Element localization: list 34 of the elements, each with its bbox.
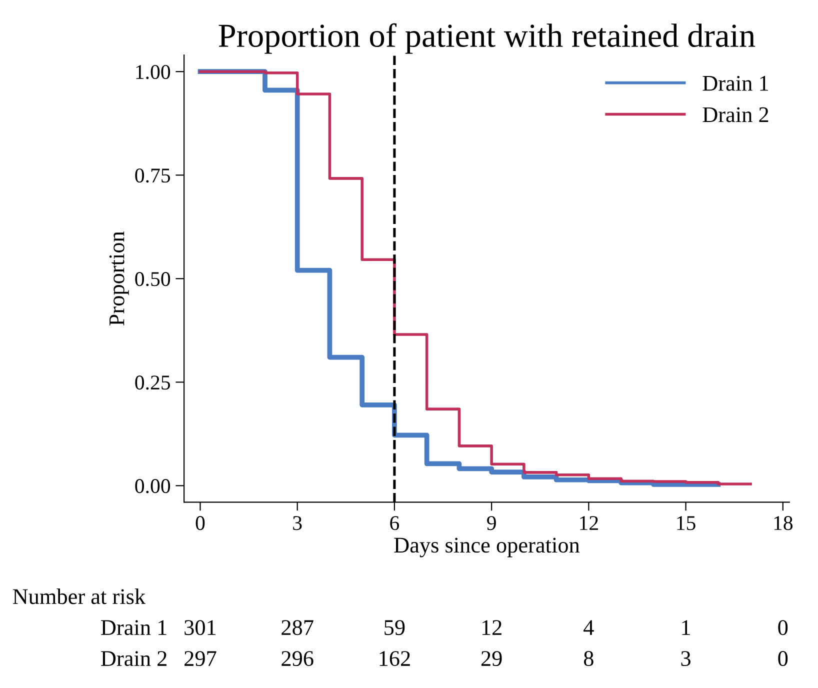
legend-label: Drain 2	[702, 107, 768, 122]
text: 296	[282, 651, 314, 666]
text: Number at risk	[12, 588, 146, 604]
text: 59	[384, 620, 405, 636]
text: 1	[682, 620, 690, 635]
x-tick-label: 18	[774, 516, 793, 530]
text: 12	[482, 620, 502, 635]
x-tick-label: 6	[390, 516, 400, 530]
legend-label: Drain 1	[702, 76, 768, 91]
text: 4	[584, 620, 594, 635]
x-tick-label: 12	[580, 516, 598, 530]
text: 3	[681, 651, 690, 666]
text: 162	[380, 651, 410, 666]
chart-title: Proportion of patient with retained drain	[218, 23, 756, 54]
x-tick-label: 3	[293, 516, 302, 530]
y-tick-label: 1.00	[136, 64, 170, 80]
text: 0	[778, 651, 788, 666]
y-tick-label: 0.75	[135, 168, 170, 183]
text: 297	[184, 651, 216, 666]
x-axis-title: Days since operation	[394, 538, 580, 558]
x-tick-label: 9	[487, 516, 496, 530]
text: 301	[184, 620, 216, 636]
x-tick-label: 15	[677, 516, 696, 530]
text: 287	[282, 620, 314, 636]
text: 0	[778, 620, 788, 636]
text: Drain 2	[101, 651, 166, 666]
y-tick-label: 0.50	[135, 272, 170, 286]
text: 8	[584, 651, 594, 666]
x-tick-label: 0	[196, 516, 205, 530]
text: 29	[481, 651, 502, 666]
y-tick-label: 0.00	[135, 479, 170, 494]
y-axis-title: Proportion	[109, 231, 129, 326]
text: Drain 1	[101, 620, 166, 636]
y-tick-label: 0.25	[135, 376, 170, 390]
